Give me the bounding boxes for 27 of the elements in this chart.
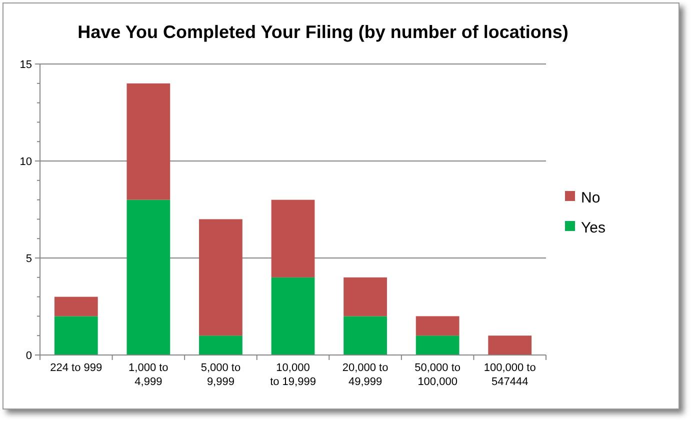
- y-tick-label: 15: [20, 58, 32, 71]
- chart-title: Have You Completed Your Filing (by number of locations): [78, 22, 568, 42]
- y-tick-label: 10: [20, 156, 32, 168]
- y-tick-label: 0: [26, 350, 32, 362]
- bar: [271, 200, 315, 278]
- x-tick-label: 100,000 to 547444: [484, 362, 536, 388]
- bar: [416, 316, 460, 336]
- x-tick-label: 20,000 to 49,999: [342, 362, 388, 388]
- bar: [344, 316, 387, 355]
- bar: [199, 336, 242, 355]
- bar: [416, 336, 460, 355]
- legend-label: Yes: [581, 219, 606, 236]
- legend-label: No: [581, 189, 600, 206]
- bar: [54, 296, 98, 316]
- x-tick-label: 224 to 999: [50, 362, 102, 374]
- y-tick-label: 5: [26, 252, 32, 265]
- bar: [488, 336, 532, 355]
- x-tick-label: 5,000 to 9,999: [200, 362, 241, 388]
- bar: [344, 277, 387, 316]
- x-tick-label: 10,000 to 19,999: [270, 362, 316, 388]
- bar: [54, 316, 98, 355]
- x-tick-label: 50,000 to 100,000: [414, 362, 461, 388]
- bar: [199, 219, 242, 336]
- bar: [126, 200, 170, 355]
- bar: [126, 83, 170, 200]
- bar: [271, 277, 315, 355]
- x-tick-label: 1,000 to 4,999: [128, 362, 168, 388]
